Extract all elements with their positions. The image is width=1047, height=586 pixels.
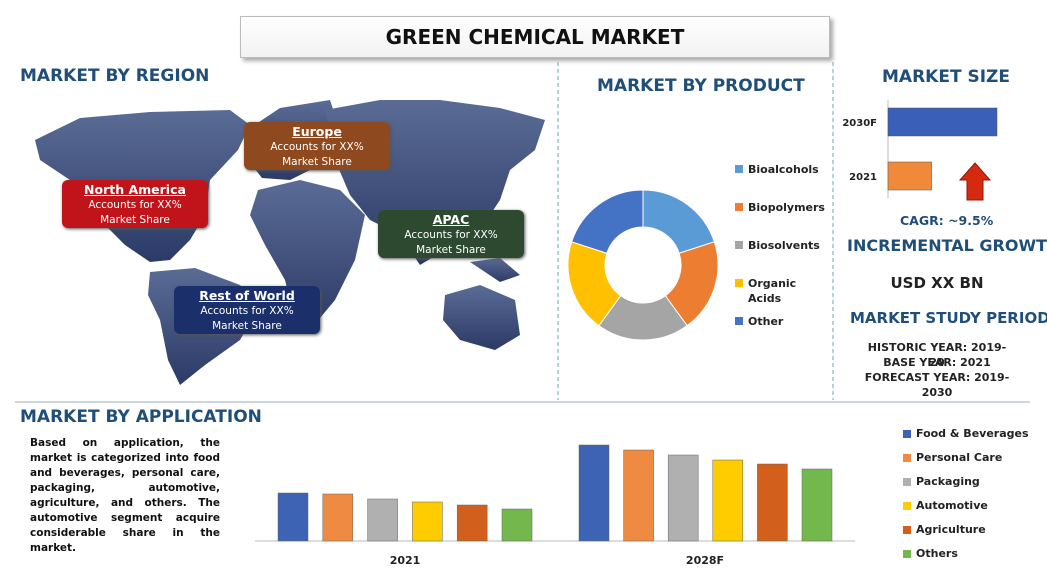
legend-label: Bioalcohols (748, 163, 819, 176)
bar (712, 459, 744, 542)
region-box: APAC Accounts for XX% Market Share (378, 210, 524, 258)
bar (501, 508, 533, 542)
legend-item: Automotive (903, 499, 988, 512)
bar (367, 498, 398, 542)
donut-segment (571, 189, 644, 254)
description: Based on application, the market is cate… (30, 437, 220, 554)
legend-item: Biopolymers (735, 200, 825, 215)
legend-label: Others (916, 547, 958, 560)
section-heading: MARKET STUDY PERIOD (850, 309, 1047, 327)
bar (887, 161, 932, 191)
region-name: Rest of World (199, 288, 295, 303)
legend-label: Other (748, 315, 784, 328)
section-heading: INCREMENTAL GROWTH (847, 236, 1047, 255)
legend-item: Agriculture (903, 523, 986, 536)
bar (322, 493, 354, 542)
legend-item: Organic Acids (735, 276, 825, 306)
legend-label: Organic Acids (748, 277, 797, 305)
bar (456, 504, 488, 542)
x-tick-label: 2021 (390, 554, 421, 567)
region-text: Accounts for XX% Market Share (88, 199, 182, 226)
legend-label: Automotive (916, 499, 988, 512)
page-title: GREEN CHEMICAL MARKET (240, 16, 830, 58)
legend-item: Packaging (903, 475, 980, 488)
cagr: CAGR: ~9.5% (900, 213, 994, 228)
bar (277, 492, 309, 542)
period-line: HISTORIC YEAR: 2019-20 (867, 341, 1007, 369)
region-name: North America (84, 182, 186, 197)
legend-label: Food & Beverages (916, 427, 1029, 440)
section-heading: MARKET BY PRODUCT (597, 76, 805, 96)
bar (667, 454, 699, 542)
region-box: North America Accounts for XX% Market Sha… (62, 180, 208, 228)
legend-swatch (903, 430, 911, 438)
legend-item: Personal Care (903, 451, 1002, 464)
category-label: 2021 (849, 172, 877, 183)
bar (578, 444, 610, 542)
region-text: Accounts for XX% Market Share (270, 141, 364, 168)
section-heading: MARKET SIZE (882, 67, 1010, 87)
section-heading: MARKET BY REGION (20, 66, 210, 86)
region-text: Accounts for XX% Market Share (404, 229, 498, 256)
region-text: Accounts for XX% Market Share (200, 305, 294, 332)
legend-item: Other (735, 314, 825, 329)
bar (757, 463, 788, 542)
bar (623, 449, 654, 542)
legend-label: Personal Care (916, 451, 1003, 464)
bar (801, 468, 833, 542)
legend-swatch (903, 526, 911, 534)
legend-swatch (735, 165, 743, 173)
legend-swatch (903, 478, 911, 486)
legend-swatch (903, 550, 911, 558)
legend-item: Others (903, 547, 958, 560)
legend-item: Bioalcohols (735, 162, 825, 177)
legend-swatch (735, 241, 743, 249)
legend-label: Biosolvents (748, 239, 820, 252)
legend-label: Biopolymers (748, 201, 825, 214)
section-heading: MARKET BY APPLICATION (20, 407, 262, 427)
legend-swatch (903, 454, 911, 462)
region-box: Europe Accounts for XX% Market Share (244, 122, 390, 170)
region-name: APAC (432, 212, 470, 227)
legend-swatch (735, 317, 743, 325)
legend-item: Food & Beverages (903, 427, 1029, 440)
legend-item: Biosolvents (735, 238, 825, 253)
legend-swatch (735, 279, 743, 287)
value-text: USD XX BN (890, 274, 984, 292)
legend-swatch (735, 203, 743, 211)
legend-label: Packaging (916, 475, 980, 488)
bar (412, 501, 443, 542)
bar (887, 107, 998, 137)
legend-label: Agriculture (916, 523, 986, 536)
x-tick-label: 2028F (686, 554, 724, 567)
category-label: 2030F (842, 118, 877, 129)
donut-segment (642, 189, 715, 254)
region-name: Europe (292, 124, 342, 139)
period-line: BASE YEAR: 2021 (883, 356, 991, 369)
legend-swatch (903, 502, 911, 510)
growth-arrow (958, 162, 992, 201)
period-line: FORECAST YEAR: 2019-2030 (864, 371, 1010, 399)
region-box: Rest of World Accounts for XX% Market Sha… (174, 286, 320, 334)
